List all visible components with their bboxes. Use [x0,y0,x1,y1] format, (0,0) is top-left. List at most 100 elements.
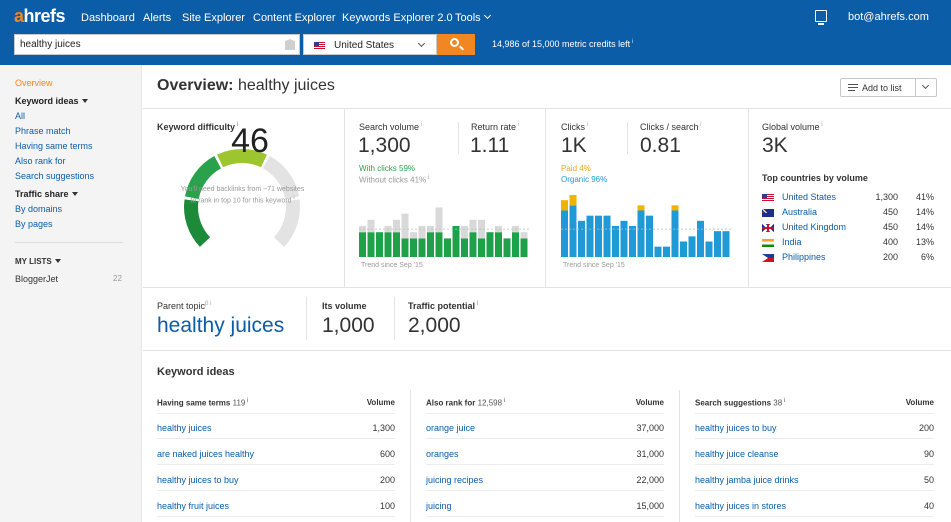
info-icon[interactable]: i [208,301,212,307]
bar-without-clicks[interactable] [495,226,502,233]
tools-chevron-down-icon[interactable] [483,11,492,20]
bar-organic[interactable] [671,210,679,258]
bar-with-clicks[interactable] [469,232,477,257]
parent-topic-link[interactable]: healthy juices [157,314,285,337]
search-button[interactable] [437,34,475,55]
keyword-link[interactable]: healthy jamba juice drinks [695,475,799,485]
sidebar-item-phrase-match[interactable]: Phrase match [15,126,71,136]
bar-organic[interactable] [654,246,662,257]
bar-without-clicks[interactable] [469,219,477,233]
bar-with-clicks[interactable] [359,232,366,257]
bar-with-clicks[interactable] [520,238,528,257]
keyword-search-input[interactable] [15,35,281,54]
bar-without-clicks[interactable] [401,213,409,239]
info-icon[interactable]: i [819,122,823,128]
bar-organic[interactable] [688,236,696,257]
country-link[interactable]: Australia [782,207,818,217]
search-suggestions-header[interactable]: Search suggestions 38 i [695,398,786,408]
bar-organic[interactable] [646,215,653,257]
bar-with-clicks[interactable] [384,232,392,257]
bar-with-clicks[interactable] [367,232,375,257]
sidebar-item-also-rank-for[interactable]: Also rank for [15,156,66,166]
bar-with-clicks[interactable] [486,232,494,257]
keyword-link[interactable]: juicing recipes [426,475,484,485]
bar-without-clicks[interactable] [520,232,528,239]
info-icon[interactable]: i [291,195,295,201]
country-link[interactable]: India [782,237,802,247]
bar-with-clicks[interactable] [478,238,485,257]
country-select[interactable]: United States [303,34,437,55]
bar-organic[interactable] [722,231,730,257]
nav-keywords-explorer[interactable]: Keywords Explorer 2.0 [342,12,453,24]
chevron-down-icon[interactable] [921,81,930,90]
sidebar-item-all[interactable]: All [15,111,26,121]
bar-with-clicks[interactable] [418,238,426,257]
bar-without-clicks[interactable] [393,219,400,233]
monitor-icon[interactable] [815,10,827,25]
keyword-link[interactable]: orange juice [426,423,476,433]
bar-organic[interactable] [620,220,628,257]
bar-with-clicks[interactable] [444,238,451,257]
bar-without-clicks[interactable] [478,219,485,239]
bar-organic[interactable] [705,241,713,258]
sidebar-item-by-domains[interactable]: By domains [15,204,63,214]
bar-organic[interactable] [569,205,577,257]
bar-without-clicks[interactable] [435,207,443,233]
info-icon[interactable]: i [585,122,588,128]
keyword-link[interactable]: healthy juices in stores [695,501,787,511]
bar-organic[interactable] [637,210,645,258]
info-icon[interactable]: i [698,122,702,128]
bar-with-clicks[interactable] [376,232,383,257]
having-same-terms-header[interactable]: Having same terms 119 i [157,398,249,408]
keyword-link[interactable]: healthy juices to buy [695,423,777,433]
info-icon[interactable]: i [502,398,506,404]
country-link[interactable]: Philippines [782,252,826,262]
nav-content-explorer[interactable]: Content Explorer [253,12,336,24]
bar-with-clicks[interactable] [427,232,434,257]
sidebar-item-overview[interactable]: Overview [15,78,53,88]
keyword-link[interactable]: healthy juice cleanse [695,449,779,459]
keyword-link[interactable]: healthy juices to buy [157,475,239,485]
bar-organic[interactable] [561,210,568,258]
country-link[interactable]: United States [782,192,837,202]
bar-with-clicks[interactable] [393,232,400,257]
bar-without-clicks[interactable] [427,226,434,233]
info-icon[interactable]: i [516,122,520,128]
sidebar-my-lists-heading[interactable]: MY LISTS [15,257,61,266]
bar-with-clicks[interactable] [401,238,409,257]
add-to-list-button[interactable]: Add to list [840,78,937,97]
info-icon[interactable]: i [235,122,239,128]
bar-with-clicks[interactable] [503,238,511,257]
nav-alerts[interactable]: Alerts [143,12,172,24]
keyword-link[interactable]: are naked juices healthy [157,449,255,459]
bar-organic[interactable] [629,226,636,257]
bar-without-clicks[interactable] [461,226,468,239]
sidebar-item-by-pages[interactable]: By pages [15,219,53,229]
nav-dashboard[interactable]: Dashboard [81,12,135,24]
user-email[interactable]: bot@ahrefs.com [848,11,929,23]
bar-organic[interactable] [586,215,594,257]
bar-organic[interactable] [680,241,687,258]
keyword-link[interactable]: juicing [426,501,452,511]
bar-with-clicks[interactable] [495,232,502,257]
bar-with-clicks[interactable] [410,238,417,257]
keyword-link[interactable]: oranges [426,449,459,459]
bar-with-clicks[interactable] [452,226,460,257]
info-icon[interactable]: i [782,398,786,404]
bar-paid[interactable] [561,200,568,211]
sidebar-traffic-share-heading[interactable]: Traffic share [15,189,78,199]
bar-with-clicks[interactable] [435,232,443,257]
bar-organic[interactable] [578,220,585,257]
bar-paid[interactable] [671,205,679,211]
bar-with-clicks[interactable] [461,238,468,257]
bar-with-clicks[interactable] [512,232,519,257]
ahrefs-logo[interactable]: ahrefs [14,6,66,26]
bar-paid[interactable] [637,205,645,211]
bar-organic[interactable] [663,246,670,257]
bar-organic[interactable] [603,215,611,257]
nav-site-explorer[interactable]: Site Explorer [182,12,245,24]
bar-organic[interactable] [697,220,704,257]
bar-without-clicks[interactable] [410,232,417,239]
sidebar-list-bloggerjet[interactable]: BloggerJet [15,274,59,284]
bar-without-clicks[interactable] [418,226,426,239]
